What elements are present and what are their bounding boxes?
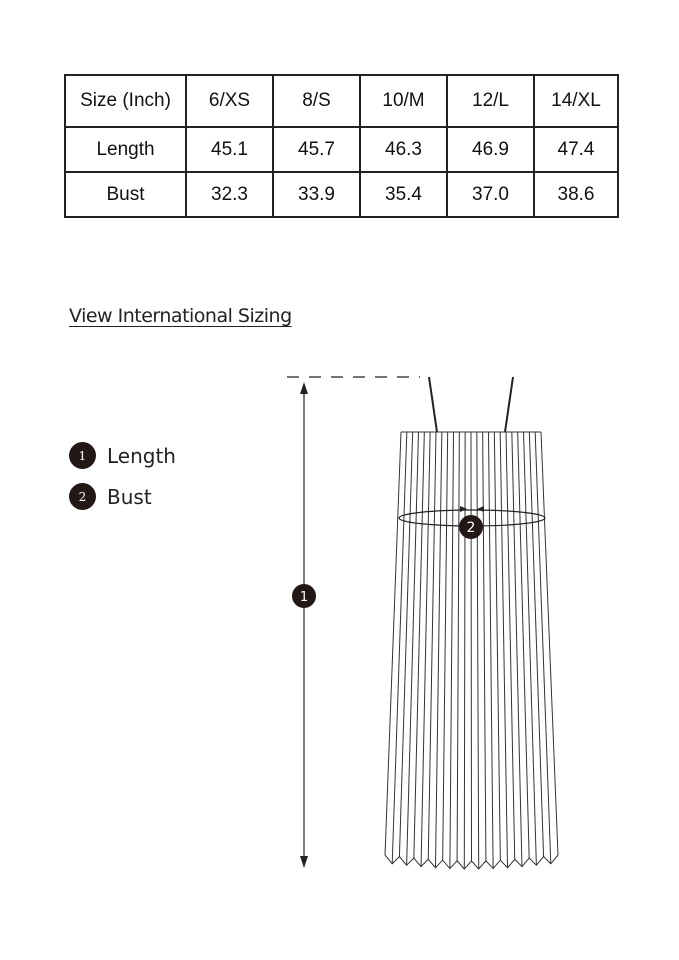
pleat-line [406, 431, 419, 866]
pleat-line [505, 431, 516, 860]
pleat-line [391, 431, 408, 864]
bust-marker-number: 2 [467, 520, 476, 536]
table-row: Bust 32.3 33.9 35.4 37.0 38.6 [64, 171, 619, 218]
pleat-line [456, 431, 460, 861]
header-cell: 12/L [446, 74, 535, 128]
cell: 37.0 [446, 171, 535, 218]
pleat-line [517, 431, 530, 859]
legend-label: Bust [107, 484, 152, 509]
legend-item-length: 1 Length [69, 442, 176, 469]
pleat-line [434, 431, 443, 868]
cell: 46.3 [359, 126, 448, 173]
pleat-line [528, 431, 545, 857]
table-header-row: Size (Inch) 6/XS 8/S 10/M 12/L 14/XL [64, 74, 619, 128]
pleat-line [463, 431, 466, 869]
pleat-line [442, 431, 449, 861]
pleat-line [427, 431, 437, 860]
pleat-line [523, 431, 537, 866]
cell: 33.9 [272, 171, 361, 218]
pleat-line [482, 431, 487, 861]
size-table: Size (Inch) 6/XS 8/S 10/M 12/L 14/XL Len… [64, 74, 619, 218]
header-cell: 6/XS [185, 74, 274, 128]
table-row: Length 45.1 45.7 46.3 46.9 47.4 [64, 126, 619, 173]
pleat-line [420, 431, 431, 867]
pleats [384, 431, 559, 870]
length-marker-number: 1 [300, 590, 308, 605]
strap-left [428, 376, 438, 433]
pleat-line [534, 431, 552, 864]
header-cell: 10/M [359, 74, 448, 128]
cell: 46.9 [446, 126, 535, 173]
pleat-line [470, 431, 472, 862]
bust-marker-icon [459, 515, 483, 539]
header-cell: 8/S [272, 74, 361, 128]
hem-line [384, 854, 559, 870]
header-cell: Size (Inch) [64, 74, 187, 128]
header-cell: 14/XL [533, 74, 619, 128]
cell: 45.1 [185, 126, 274, 173]
cell: 38.6 [533, 171, 619, 218]
pleat-line [540, 431, 559, 856]
cell: 47.4 [533, 126, 619, 173]
pleat-line [499, 431, 509, 868]
pleat-line [398, 431, 414, 857]
pleat-line [511, 431, 523, 867]
pleat-line [476, 431, 480, 869]
international-sizing-link[interactable]: View International Sizing [69, 305, 292, 327]
number-badge-icon: 2 [69, 483, 96, 510]
pleat-line [449, 431, 454, 869]
length-marker-icon [292, 584, 316, 608]
legend-item-bust: 2 Bust [69, 483, 152, 510]
row-label: Length [64, 126, 187, 173]
strap-right [504, 376, 514, 433]
cell: 35.4 [359, 171, 448, 218]
row-label: Bust [64, 171, 187, 218]
pleat-line [384, 431, 402, 856]
cell: 32.3 [185, 171, 274, 218]
pleat-line [488, 431, 494, 869]
cell: 45.7 [272, 126, 361, 173]
pleat-line [413, 431, 425, 859]
pleat-line [493, 431, 501, 861]
bust-arrows-icon [460, 506, 484, 512]
number-badge-icon: 1 [69, 442, 96, 469]
legend-label: Length [107, 443, 176, 468]
